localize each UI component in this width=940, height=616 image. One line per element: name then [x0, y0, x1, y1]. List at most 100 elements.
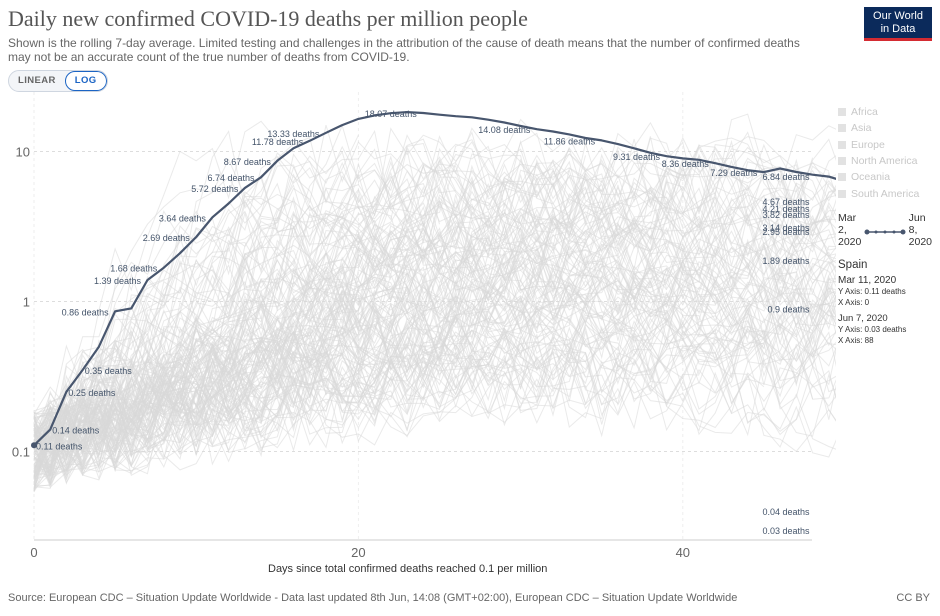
country-line[interactable] — [33, 256, 836, 452]
legend-item-africa[interactable]: Africa — [838, 104, 919, 120]
country-line[interactable] — [33, 127, 836, 451]
country-line[interactable] — [33, 210, 836, 415]
tooltip-last-y: Y Axis: 0.03 deaths — [838, 325, 907, 334]
country-line[interactable] — [33, 153, 836, 457]
country-line[interactable] — [33, 196, 836, 469]
timeline-end-day: 8, — [908, 224, 918, 236]
legend-item-europe[interactable]: Europe — [838, 137, 919, 153]
country-line[interactable] — [33, 243, 765, 468]
spain-line[interactable] — [33, 110, 836, 563]
legend-item-oceania[interactable]: Oceania — [838, 169, 919, 185]
country-line[interactable] — [33, 274, 836, 473]
country-line[interactable] — [33, 312, 797, 469]
country-line[interactable] — [33, 284, 836, 456]
country-line[interactable] — [33, 213, 836, 452]
tooltip-last-x: X Axis: 88 — [838, 336, 874, 345]
timeline-start: Mar 2, 2020 — [838, 212, 861, 248]
timeline-end-handle[interactable] — [900, 229, 906, 235]
country-line[interactable] — [33, 266, 667, 468]
timeline-tick — [892, 230, 896, 234]
deaths-annotation: 0.86 deaths — [62, 307, 110, 317]
timeline-slider[interactable] — [864, 228, 906, 236]
timeline-end-year: 2020 — [908, 236, 932, 248]
continent-legend: Africa Asia Europe North America Oceania Sout… — [838, 104, 919, 202]
country-line[interactable] — [33, 146, 836, 458]
country-line[interactable] — [33, 288, 836, 457]
country-line[interactable] — [33, 173, 505, 455]
scale-toggle[interactable]: LINEAR LOG — [8, 70, 108, 92]
country-line[interactable] — [33, 167, 836, 478]
deaths-annotation: 6.84 deaths — [763, 172, 811, 182]
country-line[interactable] — [33, 158, 586, 476]
country-line[interactable] — [33, 254, 836, 474]
country-line[interactable] — [33, 152, 814, 483]
country-line[interactable] — [33, 177, 619, 473]
country-line[interactable] — [33, 233, 836, 415]
country-line[interactable] — [33, 158, 408, 475]
country-line[interactable] — [33, 329, 700, 489]
deaths-annotation: 0.04 deaths — [763, 507, 811, 517]
legend-swatch — [838, 140, 846, 149]
timeline[interactable]: Mar 2, 2020 Jun 8, 2020 — [838, 212, 938, 252]
legend-label: Asia — [851, 122, 872, 135]
country-line[interactable] — [33, 206, 836, 463]
country-line[interactable] — [33, 170, 586, 460]
x-tick-label: 20 — [351, 545, 365, 560]
deaths-annotation: 8.36 deaths — [662, 159, 710, 169]
country-line[interactable] — [33, 317, 836, 489]
deaths-annotation: 0.11 deaths — [36, 441, 83, 451]
country-line[interactable] — [33, 257, 836, 479]
country-line[interactable] — [33, 223, 836, 478]
logo-line-2: in Data — [880, 23, 916, 35]
license-link[interactable]: CC BY — [896, 592, 930, 604]
country-line[interactable] — [33, 284, 732, 480]
country-line[interactable] — [33, 164, 440, 490]
tooltip-last-date: Jun 7, 2020 — [838, 313, 888, 324]
log-scale-button[interactable]: LOG — [64, 71, 107, 91]
deaths-annotation: 3.14 deaths — [763, 223, 811, 233]
country-line[interactable] — [33, 173, 797, 474]
country-line[interactable] — [33, 132, 570, 470]
country-line[interactable] — [33, 235, 836, 455]
tooltip-first-x: X Axis: 0 — [838, 298, 870, 307]
timeline-start-day: 2, — [838, 224, 847, 236]
deaths-annotation: 1.39 deaths — [94, 276, 142, 286]
country-line[interactable] — [33, 328, 836, 485]
country-line[interactable] — [33, 161, 836, 462]
country-line[interactable] — [33, 246, 836, 486]
x-tick-label: 40 — [676, 545, 690, 560]
country-line[interactable] — [33, 129, 836, 443]
country-line[interactable] — [33, 303, 836, 482]
country-line[interactable] — [33, 148, 586, 450]
logo-line-1: Our World — [873, 10, 923, 22]
deaths-annotation: 9.31 deaths — [613, 152, 661, 162]
country-line[interactable] — [33, 309, 836, 477]
country-line[interactable] — [33, 347, 836, 485]
timeline-start-handle[interactable] — [864, 229, 870, 235]
y-tick-label: 0.1 — [12, 445, 30, 460]
linear-scale-button[interactable]: LINEAR — [18, 75, 56, 86]
legend-item-asia[interactable]: Asia — [838, 120, 919, 136]
country-line[interactable] — [33, 151, 836, 434]
country-line[interactable] — [33, 127, 836, 436]
hover-tooltip: Spain Mar 11, 2020 Y Axis: 0.11 deaths X… — [838, 259, 907, 346]
deaths-annotation: 1.89 deaths — [763, 256, 811, 266]
country-line[interactable] — [33, 326, 765, 481]
deaths-annotation: 4.21 deaths — [763, 204, 811, 214]
country-line[interactable] — [33, 272, 836, 482]
owid-logo[interactable]: Our World in Data — [864, 7, 932, 41]
legend-item-north-america[interactable]: North America — [838, 153, 919, 169]
legend-item-south-america[interactable]: South America — [838, 185, 919, 201]
country-line[interactable] — [33, 163, 836, 469]
country-line[interactable] — [33, 294, 424, 469]
y-tick-label: 1 — [23, 295, 30, 310]
country-line[interactable] — [33, 344, 765, 475]
deaths-annotation: 3.82 deaths — [763, 210, 811, 220]
source-note[interactable]: Source: European CDC – Situation Update … — [8, 592, 738, 604]
country-line[interactable] — [33, 139, 586, 417]
spain-start-point[interactable] — [31, 442, 37, 449]
chart-subtitle: Shown is the rolling 7-day average. Limi… — [8, 36, 800, 64]
timeline-tick — [883, 230, 887, 234]
deaths-annotation: 0.14 deaths — [52, 426, 100, 436]
